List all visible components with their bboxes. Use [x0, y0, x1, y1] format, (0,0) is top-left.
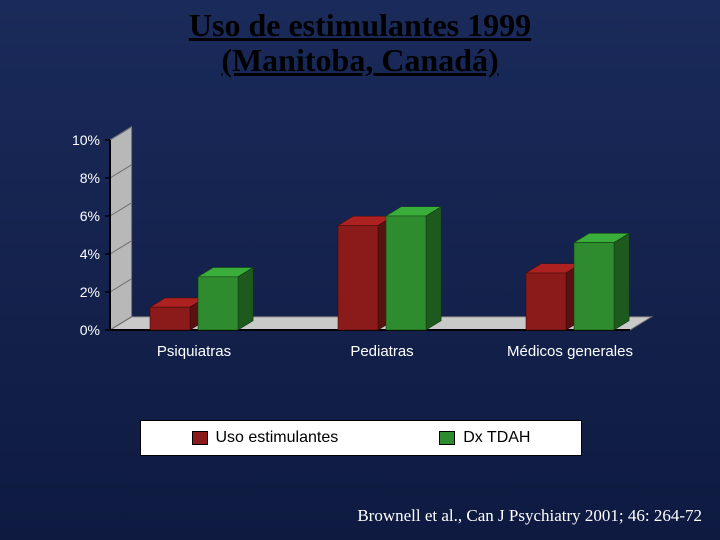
- slide: Uso de estimulantes 1999 (Manitoba, Cana…: [0, 0, 720, 540]
- legend: Uso estimulantes Dx TDAH: [140, 420, 582, 456]
- citation: Brownell et al., Can J Psychiatry 2001; …: [357, 506, 702, 526]
- slide-title: Uso de estimulantes 1999 (Manitoba, Cana…: [0, 0, 720, 78]
- svg-text:0%: 0%: [80, 322, 100, 338]
- svg-text:Médicos generales: Médicos generales: [507, 343, 633, 360]
- svg-text:4%: 4%: [80, 246, 100, 262]
- svg-text:6%: 6%: [80, 208, 100, 224]
- legend-label-2: Dx TDAH: [463, 429, 530, 447]
- svg-text:8%: 8%: [80, 170, 100, 186]
- legend-item-2: Dx TDAH: [439, 429, 530, 447]
- chart-svg: 0% 2% 4% 6% 8% 10% Psiquiatras Pediatras Médicos…: [50, 120, 670, 380]
- svg-text:Psiquiatras: Psiquiatras: [157, 343, 231, 360]
- title-line-1: Uso de estimulantes 1999: [0, 8, 720, 43]
- legend-swatch-2: [439, 431, 455, 445]
- bar-chart: 0% 2% 4% 6% 8% 10% Psiquiatras Pediatras Médicos…: [50, 120, 670, 380]
- svg-text:2%: 2%: [80, 284, 100, 300]
- title-line-2: (Manitoba, Canadá): [0, 43, 720, 78]
- legend-label-1: Uso estimulantes: [216, 429, 339, 447]
- legend-swatch-1: [192, 431, 208, 445]
- svg-text:10%: 10%: [72, 132, 100, 148]
- svg-text:Pediatras: Pediatras: [350, 343, 413, 360]
- legend-item-1: Uso estimulantes: [192, 429, 339, 447]
